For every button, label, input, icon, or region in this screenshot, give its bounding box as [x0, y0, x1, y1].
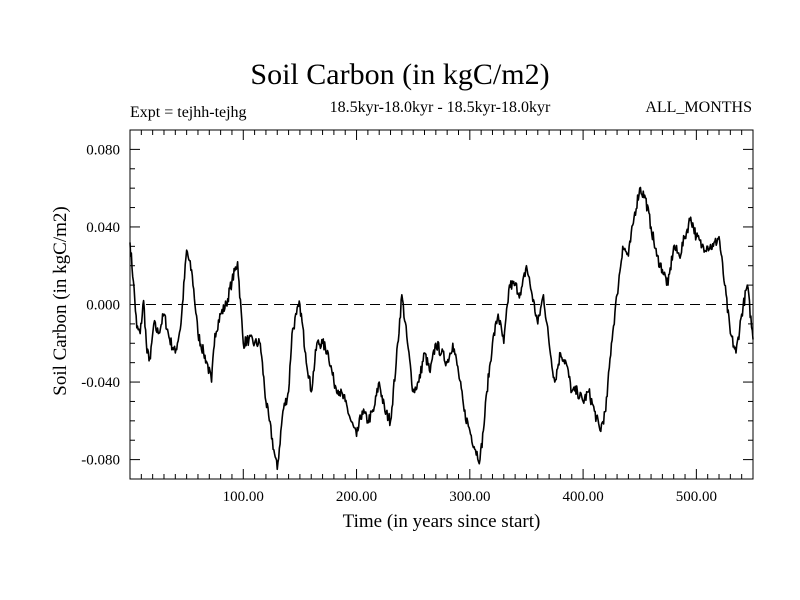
- y-tick-label: 0.040: [86, 220, 120, 236]
- months-label: ALL_MONTHS: [645, 99, 752, 116]
- y-tick-label: -0.080: [81, 453, 120, 469]
- chart-subtitle: 18.5kyr-18.0kyr - 18.5kyr-18.0kyr: [329, 99, 551, 116]
- y-tick-label: -0.040: [81, 375, 120, 391]
- experiment-label: Expt = tejhh-tejhg: [130, 104, 247, 121]
- chart-title: Soil Carbon (in kgC/m2): [250, 58, 550, 91]
- x-tick-label: 300.00: [449, 489, 490, 505]
- x-tick-label: 500.00: [676, 489, 717, 505]
- y-tick-label: 0.080: [86, 142, 120, 158]
- x-axis-label: Time (in years since start): [342, 511, 541, 532]
- x-tick-label: 200.00: [336, 489, 377, 505]
- x-tick-label: 400.00: [562, 489, 603, 505]
- x-tick-label: 100.00: [223, 489, 264, 505]
- y-axis-label: Soil Carbon (in kgC/m2): [50, 206, 71, 396]
- series-line: [129, 186, 754, 471]
- y-tick-label: 0.000: [86, 298, 120, 314]
